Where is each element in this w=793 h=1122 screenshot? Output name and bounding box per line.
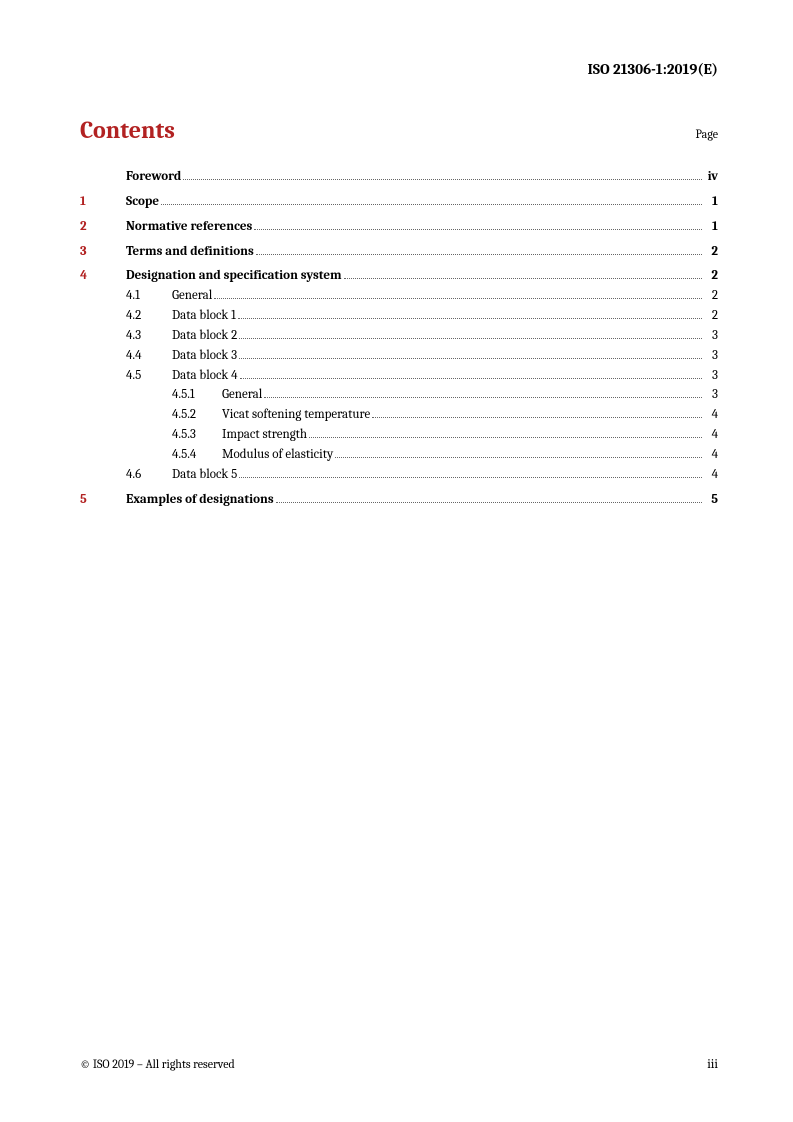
toc-leader xyxy=(372,417,702,418)
toc-page: 4 xyxy=(704,426,718,445)
toc-page: iv xyxy=(704,168,718,187)
toc-title: Modulus of elasticity xyxy=(222,446,333,465)
toc-entry[interactable]: 4.5.1General 3 xyxy=(80,386,718,405)
document-id: ISO 21306-1:2019(E) xyxy=(80,60,718,78)
table-of-contents: Forewordiv1Scope12Normative references13… xyxy=(80,168,718,1037)
footer-copyright: © ISO 2019 – All rights reserved xyxy=(80,1057,235,1071)
toc-number: 4.5.1 xyxy=(172,386,222,405)
toc-entry[interactable]: 1Scope1 xyxy=(80,193,718,212)
toc-leader xyxy=(183,179,702,180)
toc-page: 2 xyxy=(704,307,718,326)
toc-page: 3 xyxy=(704,386,718,405)
toc-title: Impact strength xyxy=(222,426,307,445)
toc-page: 4 xyxy=(704,466,718,485)
toc-page: 2 xyxy=(704,287,718,306)
toc-number: 4 xyxy=(80,267,126,286)
toc-title: Designation and specification system xyxy=(126,267,342,286)
toc-entry[interactable]: 4.6Data block 5 4 xyxy=(80,466,718,485)
toc-number: 4.5.4 xyxy=(172,446,222,465)
toc-title: Scope xyxy=(126,193,159,212)
toc-leader xyxy=(264,397,702,398)
toc-title: General xyxy=(172,287,212,306)
toc-entry[interactable]: 4.3Data block 2 3 xyxy=(80,327,718,346)
toc-entry[interactable]: Foreword iv xyxy=(80,168,718,187)
toc-number: 3 xyxy=(80,243,126,262)
toc-number: 4.2 xyxy=(126,307,172,326)
toc-page: 4 xyxy=(704,446,718,465)
toc-number: 4.5.3 xyxy=(172,426,222,445)
toc-page: 3 xyxy=(704,367,718,386)
toc-title: Data block 2 xyxy=(172,327,237,346)
toc-leader xyxy=(240,378,702,379)
toc-entry[interactable]: 4.5.2Vicat softening temperature 4 xyxy=(80,406,718,425)
toc-title: Data block 5 xyxy=(172,466,237,485)
toc-title: Normative references xyxy=(126,218,252,237)
toc-leader xyxy=(161,204,702,205)
toc-page: 5 xyxy=(704,491,718,510)
contents-header: Contents Page xyxy=(80,116,718,144)
toc-number: 4.1 xyxy=(126,287,172,306)
toc-page: 4 xyxy=(704,406,718,425)
toc-entry[interactable]: 4.5Data block 4 3 xyxy=(80,367,718,386)
footer-page-number: iii xyxy=(707,1057,718,1072)
toc-number: 1 xyxy=(80,193,126,212)
toc-leader xyxy=(309,437,702,438)
toc-entry[interactable]: 4.5.3Impact strength 4 xyxy=(80,426,718,445)
toc-entry[interactable]: 4Designation and specification system 2 xyxy=(80,267,718,286)
toc-leader xyxy=(344,278,702,279)
toc-title: General xyxy=(222,386,262,405)
page-container: ISO 21306-1:2019(E) Contents Page Forewo… xyxy=(0,0,793,1122)
toc-number: 5 xyxy=(80,491,126,510)
toc-leader xyxy=(239,358,702,359)
toc-number: 4.5 xyxy=(126,367,172,386)
toc-number: 4.5.2 xyxy=(172,406,222,425)
toc-number: 4.4 xyxy=(126,347,172,366)
toc-page: 2 xyxy=(704,267,718,286)
toc-title: Data block 1 xyxy=(172,307,236,326)
toc-title: Examples of designations xyxy=(126,491,274,510)
toc-page: 1 xyxy=(704,218,718,237)
toc-entry[interactable]: 4.2Data block 1 2 xyxy=(80,307,718,326)
toc-title: Data block 3 xyxy=(172,347,237,366)
page-footer: © ISO 2019 – All rights reserved iii xyxy=(80,1037,718,1072)
toc-page: 3 xyxy=(704,347,718,366)
toc-title: Vicat softening temperature xyxy=(222,406,370,425)
toc-entry[interactable]: 5Examples of designations5 xyxy=(80,491,718,510)
toc-title: Data block 4 xyxy=(172,367,238,386)
toc-number: 4.6 xyxy=(126,466,172,485)
toc-leader xyxy=(256,254,702,255)
toc-title: Foreword xyxy=(126,168,181,187)
toc-page: 3 xyxy=(704,327,718,346)
toc-number: 4.3 xyxy=(126,327,172,346)
toc-entry[interactable]: 4.1General 2 xyxy=(80,287,718,306)
contents-title: Contents xyxy=(80,116,175,144)
toc-leader xyxy=(254,229,702,230)
toc-number: 2 xyxy=(80,218,126,237)
toc-page: 2 xyxy=(704,243,718,262)
toc-leader xyxy=(239,477,702,478)
toc-page: 1 xyxy=(704,193,718,212)
toc-leader xyxy=(238,318,702,319)
toc-leader xyxy=(214,298,702,299)
toc-entry[interactable]: 3Terms and definitions 2 xyxy=(80,243,718,262)
toc-leader xyxy=(335,457,702,458)
page-column-label: Page xyxy=(696,127,718,141)
toc-entry[interactable]: 2Normative references 1 xyxy=(80,218,718,237)
toc-entry[interactable]: 4.5.4Modulus of elasticity 4 xyxy=(80,446,718,465)
toc-title: Terms and definitions xyxy=(126,243,254,262)
toc-entry[interactable]: 4.4Data block 3 3 xyxy=(80,347,718,366)
toc-leader xyxy=(276,502,702,503)
toc-leader xyxy=(239,338,702,339)
